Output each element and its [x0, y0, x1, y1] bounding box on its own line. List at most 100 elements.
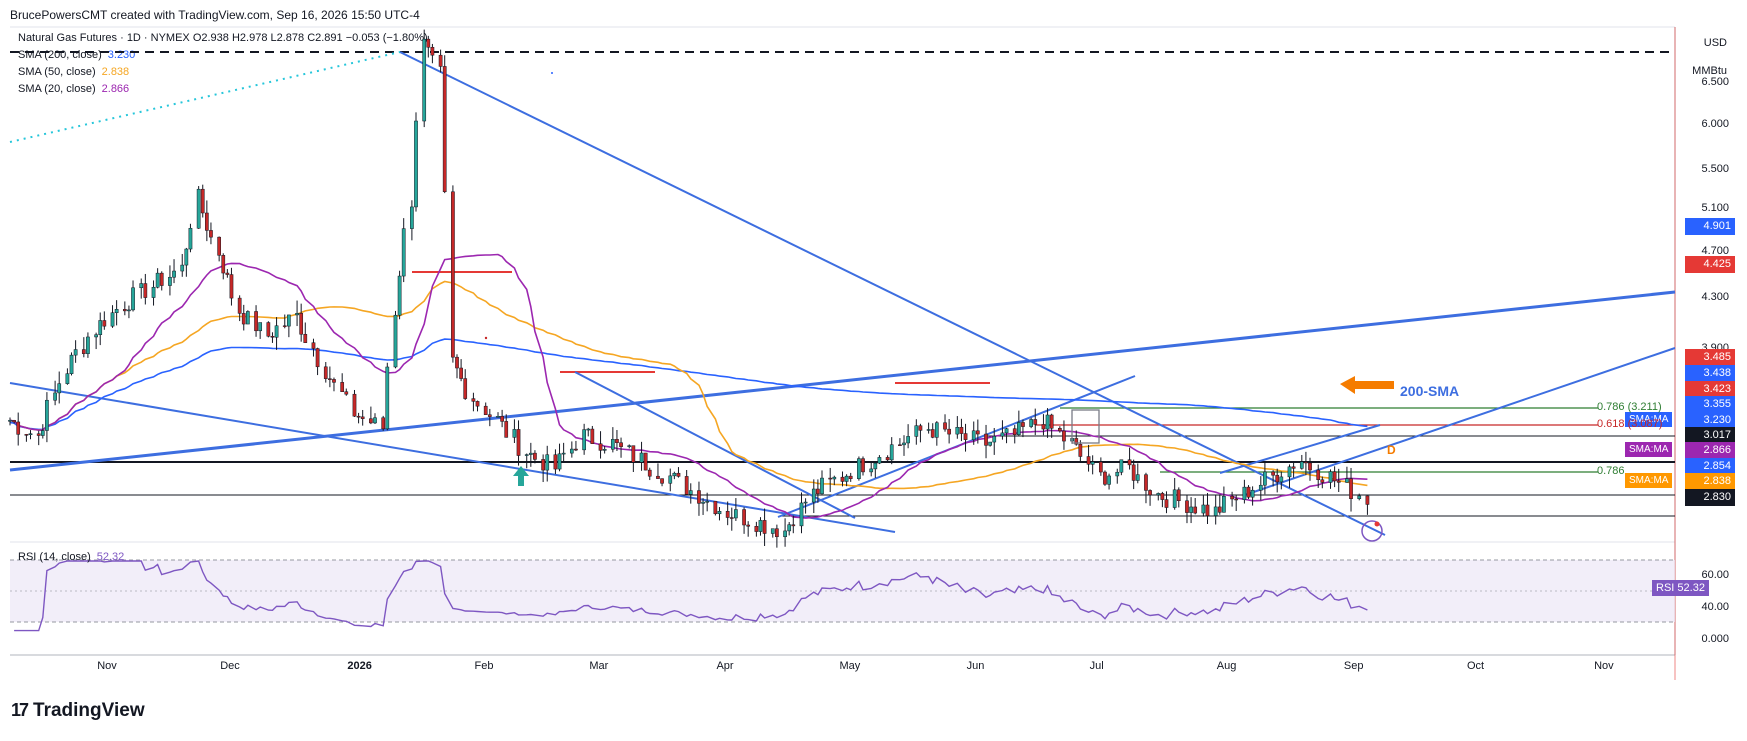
- time-label: Oct: [1466, 660, 1485, 672]
- candle-body: [992, 435, 997, 443]
- candle-body: [1287, 466, 1292, 478]
- candle-body: [1099, 461, 1103, 473]
- candle-body: [524, 454, 529, 456]
- rsi-legend[interactable]: RSI (14, close) 52.32: [18, 551, 124, 563]
- candle-body: [496, 416, 500, 418]
- candle-body: [258, 322, 263, 332]
- candle-body: [1185, 500, 1189, 513]
- candle-body: [414, 120, 418, 208]
- dot-marker-red: [484, 336, 488, 340]
- sma20-value: 2.866: [101, 83, 130, 95]
- sma20-legend[interactable]: SMA (20, close) 2.866: [18, 83, 129, 95]
- price-tag: 3.485: [1685, 349, 1735, 366]
- tradingview-logo[interactable]: 17 TradingView: [11, 700, 145, 722]
- candle-body: [902, 442, 906, 446]
- candle-body: [1299, 461, 1304, 469]
- candle-body: [803, 501, 808, 504]
- candle-body: [705, 501, 710, 503]
- candle-body: [1004, 428, 1009, 434]
- candle-body: [422, 38, 427, 122]
- candle-body: [12, 420, 16, 423]
- candle-body: [311, 342, 316, 349]
- candle-body: [799, 502, 804, 527]
- candle-body: [1033, 419, 1038, 425]
- candle-body: [340, 382, 345, 392]
- candle-body: [241, 313, 246, 325]
- candle-body: [504, 421, 509, 438]
- rsi-line: [14, 560, 1368, 632]
- candle-body: [885, 457, 890, 461]
- candle-body: [844, 475, 849, 482]
- candle-body: [541, 459, 545, 471]
- price-tag: 2.830: [1685, 489, 1735, 506]
- time-label: Aug: [1216, 660, 1237, 672]
- candle-body: [373, 417, 377, 424]
- candle-body: [1029, 419, 1033, 427]
- symbol-legend[interactable]: Natural Gas Futures · 1D · NYMEX O2.938 …: [18, 32, 428, 44]
- candle-body: [122, 309, 127, 312]
- candle-body: [299, 313, 304, 335]
- rsi-tag-value: 52.32: [1677, 582, 1705, 594]
- candle-body: [512, 429, 517, 438]
- candle-body: [1119, 459, 1124, 473]
- candle-body: [1078, 443, 1083, 457]
- candle-body: [45, 399, 49, 431]
- candle-body: [393, 314, 398, 368]
- candle-body: [295, 313, 299, 316]
- candle-body: [1242, 486, 1247, 500]
- candle-body: [561, 452, 566, 455]
- candle-body: [487, 414, 492, 417]
- candle-body: [791, 524, 796, 527]
- candle-body: [254, 311, 258, 332]
- candle-body: [229, 274, 234, 299]
- candle-body: [81, 349, 86, 354]
- candle-body: [1062, 430, 1066, 442]
- sma50-value: 2.838: [101, 66, 130, 78]
- candle-body: [1345, 478, 1349, 483]
- candle-body: [1250, 489, 1255, 498]
- sma200-legend[interactable]: SMA (200, close) 3.230: [18, 49, 135, 61]
- candle-body: [553, 454, 558, 470]
- candle-body: [975, 430, 980, 435]
- candle-body: [352, 393, 357, 417]
- candle-body: [545, 454, 550, 471]
- sma50-legend[interactable]: SMA (50, close) 2.838: [18, 66, 129, 78]
- candle-body: [1103, 471, 1107, 485]
- candle-body: [1164, 499, 1169, 508]
- fib-upper-label: 0.786 (3.211): [1597, 401, 1662, 413]
- candle-body: [898, 444, 902, 446]
- candle-body: [1016, 422, 1021, 435]
- candle-body: [631, 445, 636, 463]
- price-tag: 4.425: [1685, 256, 1735, 273]
- candle-body: [221, 255, 226, 274]
- price-tick-label: 4.700: [1701, 244, 1729, 257]
- candle-body: [184, 248, 189, 266]
- candle-body: [94, 334, 98, 338]
- candle-body: [1349, 478, 1353, 499]
- candle-body: [1213, 506, 1218, 516]
- candle-body: [873, 462, 878, 470]
- candle-body: [746, 524, 751, 527]
- alert-icon[interactable]: [1361, 520, 1383, 542]
- candle-body: [1336, 480, 1341, 483]
- candle-body: [397, 275, 402, 316]
- candle-body: [533, 452, 537, 460]
- candle-body: [848, 475, 853, 479]
- candle-body: [1291, 466, 1296, 469]
- candle-body: [287, 314, 291, 327]
- candle-body: [1234, 498, 1239, 501]
- candle-body: [971, 430, 976, 440]
- price-tag: 3.438: [1685, 365, 1735, 382]
- candle-body: [168, 276, 172, 286]
- unit-label: MMBtu: [1692, 65, 1727, 77]
- candle-body: [1316, 469, 1321, 481]
- symbol-info: Natural Gas Futures · 1D · NYMEX O2.938 …: [18, 32, 428, 44]
- candle-body: [500, 416, 504, 422]
- dotted-projection-line: [9, 51, 401, 143]
- fib-mid-label: 0.618 (3.087): [1597, 418, 1663, 430]
- candle-body: [483, 405, 488, 415]
- candle-body: [610, 439, 615, 450]
- candle-body: [816, 488, 820, 495]
- candle-body: [237, 297, 242, 314]
